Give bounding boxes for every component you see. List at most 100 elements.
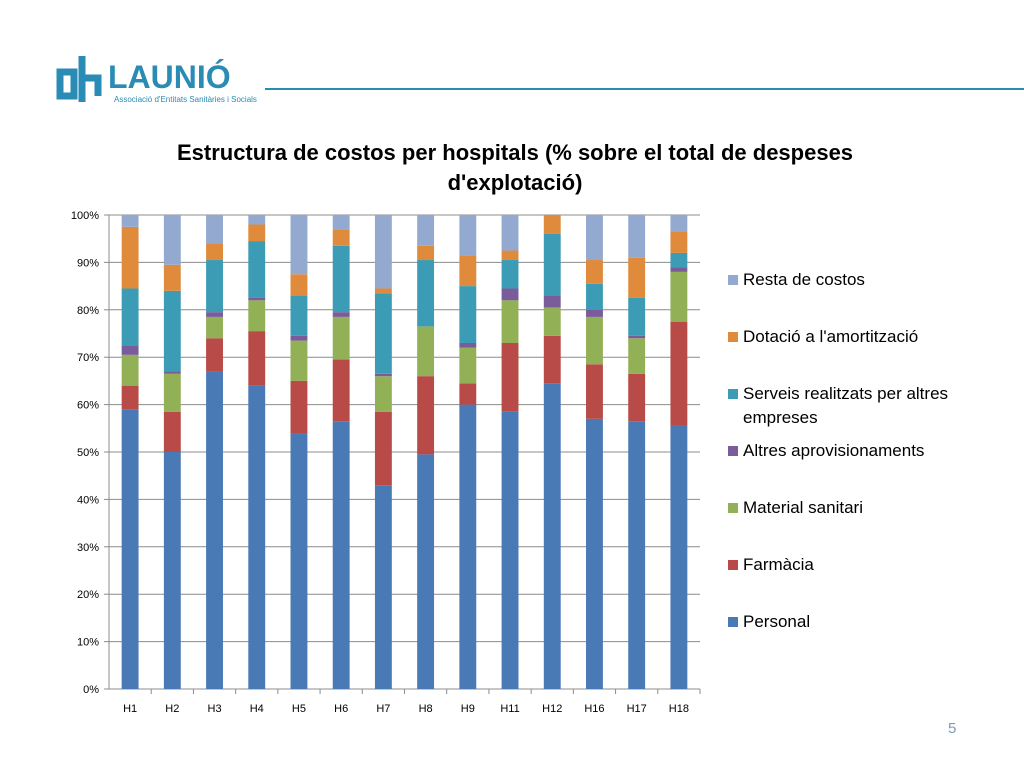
bar-segment-h7: [374, 293, 392, 374]
x-tick-label: H3: [208, 703, 222, 715]
legend-item: Personal: [728, 610, 998, 634]
bar-segment-h11: [501, 215, 519, 251]
logo-brand-text: LAUNIÓ: [108, 59, 231, 95]
bar-segment-h5: [290, 340, 308, 381]
bar-segment-h1: [121, 385, 139, 410]
bar-segment-h3: [206, 316, 223, 339]
bar-segment-h1: [121, 409, 139, 689]
bar-segment-h16: [586, 364, 603, 419]
bar-segment-h1: [121, 345, 139, 355]
y-tick-label: 10%: [77, 637, 99, 649]
bar-segment-h3: [206, 371, 223, 689]
bar-segment-h11: [501, 250, 519, 261]
bar-segment-h5: [290, 335, 308, 341]
bar-segment-h18: [670, 321, 688, 426]
bar-segment-h6: [332, 359, 350, 422]
bar-segment-h4: [248, 331, 266, 386]
bar-segment-h3: [206, 260, 223, 313]
bar-segment-h2: [163, 452, 181, 689]
bar-segment-h12: [543, 383, 561, 689]
y-tick-label: 60%: [77, 400, 99, 412]
bar-segment-h1: [121, 215, 139, 227]
bar-segment-h4: [248, 385, 266, 689]
bar-segment-h18: [670, 267, 688, 272]
bar-segment-h9: [459, 404, 477, 689]
bar-segment-h16: [586, 215, 603, 261]
x-tick-label: H12: [542, 703, 562, 715]
bar-segment-h4: [248, 215, 266, 225]
x-tick-label: H9: [461, 703, 475, 715]
bar-segment-h17: [628, 421, 646, 689]
bar-segment-h2: [163, 215, 181, 265]
bar-segment-h8: [417, 245, 435, 261]
y-tick-label: 0%: [83, 684, 99, 696]
chart-title-line-1: Estructura de costos per hospitals (% so…: [176, 140, 854, 165]
y-tick-label: 30%: [77, 542, 99, 554]
bar-segment-h7: [374, 411, 392, 486]
y-tick-label: 100%: [71, 210, 99, 222]
legend-item: Serveis realitzats per altres empreses: [728, 382, 998, 430]
x-tick-label: H1: [123, 703, 137, 715]
legend-item: Resta de costos: [728, 268, 998, 292]
bar-segment-h8: [417, 376, 435, 455]
bar-segment-h7: [374, 288, 392, 294]
bar-segment-h12: [543, 295, 561, 308]
bar-segment-h7: [374, 485, 392, 689]
bar-segment-h12: [543, 233, 561, 296]
bar-segment-h1: [121, 354, 139, 386]
bar-segment-h11: [501, 411, 519, 689]
bar-segment-h5: [290, 295, 308, 336]
legend-swatch: [728, 389, 738, 399]
bar-segment-h3: [206, 243, 223, 261]
x-tick-label: H2: [165, 703, 179, 715]
bar-segment-h7: [374, 215, 392, 289]
legend-item: Dotació a l'amortització: [728, 325, 998, 349]
y-tick-label: 50%: [77, 447, 99, 459]
chart-title-line-2: d'explotació): [447, 170, 583, 195]
legend-label: Farmàcia: [743, 555, 814, 574]
legend-swatch: [728, 332, 738, 342]
bar-segment-h3: [206, 215, 223, 244]
bar-segment-h12: [543, 215, 561, 234]
bar-segment-h3: [206, 338, 223, 372]
bar-segment-h5: [290, 274, 308, 296]
logo-subtitle-text: Associació d'Entitats Sanitàries i Socia…: [114, 95, 257, 104]
legend-swatch: [728, 275, 738, 285]
x-tick-label: H5: [292, 703, 306, 715]
bar-segment-h2: [163, 290, 181, 372]
y-tick-label: 90%: [77, 257, 99, 269]
bar-segment-h16: [586, 309, 603, 317]
bar-segment-h12: [543, 335, 561, 384]
bar-segment-h6: [332, 421, 350, 689]
bar-segment-h9: [459, 342, 477, 348]
bar-segment-h8: [417, 326, 435, 377]
legend-swatch: [728, 503, 738, 513]
legend-label: Serveis realitzats per altres empreses: [743, 384, 949, 427]
bar-segment-h6: [332, 312, 350, 317]
bar-segment-h11: [501, 300, 519, 343]
bar-segment-h8: [417, 454, 435, 689]
bar-segment-h11: [501, 260, 519, 289]
bar-segment-h8: [417, 215, 435, 246]
bar-segment-h6: [332, 215, 350, 230]
bar-segment-h4: [248, 241, 266, 298]
legend-label: Altres aprovisionaments: [743, 441, 925, 460]
legend-label: Dotació a l'amortització: [743, 327, 919, 346]
legend-item: Farmàcia: [728, 553, 998, 577]
bar-segment-h9: [459, 347, 477, 384]
chart-title: Estructura de costos per hospitals (% so…: [150, 138, 880, 198]
bar-segment-h6: [332, 316, 350, 360]
bar-segment-h2: [163, 371, 181, 374]
bar-segment-h1: [121, 288, 139, 346]
x-tick-label: H11: [500, 703, 519, 715]
bar-segment-h7: [374, 376, 392, 412]
x-tick-label: H16: [584, 703, 604, 715]
bar-segment-h2: [163, 373, 181, 412]
bar-segment-h4: [248, 300, 266, 332]
bar-segment-h7: [374, 373, 392, 377]
x-tick-label: H6: [334, 703, 348, 715]
legend-item: Material sanitari: [728, 496, 998, 520]
bar-segment-h17: [628, 335, 646, 339]
y-tick-label: 40%: [77, 494, 99, 506]
